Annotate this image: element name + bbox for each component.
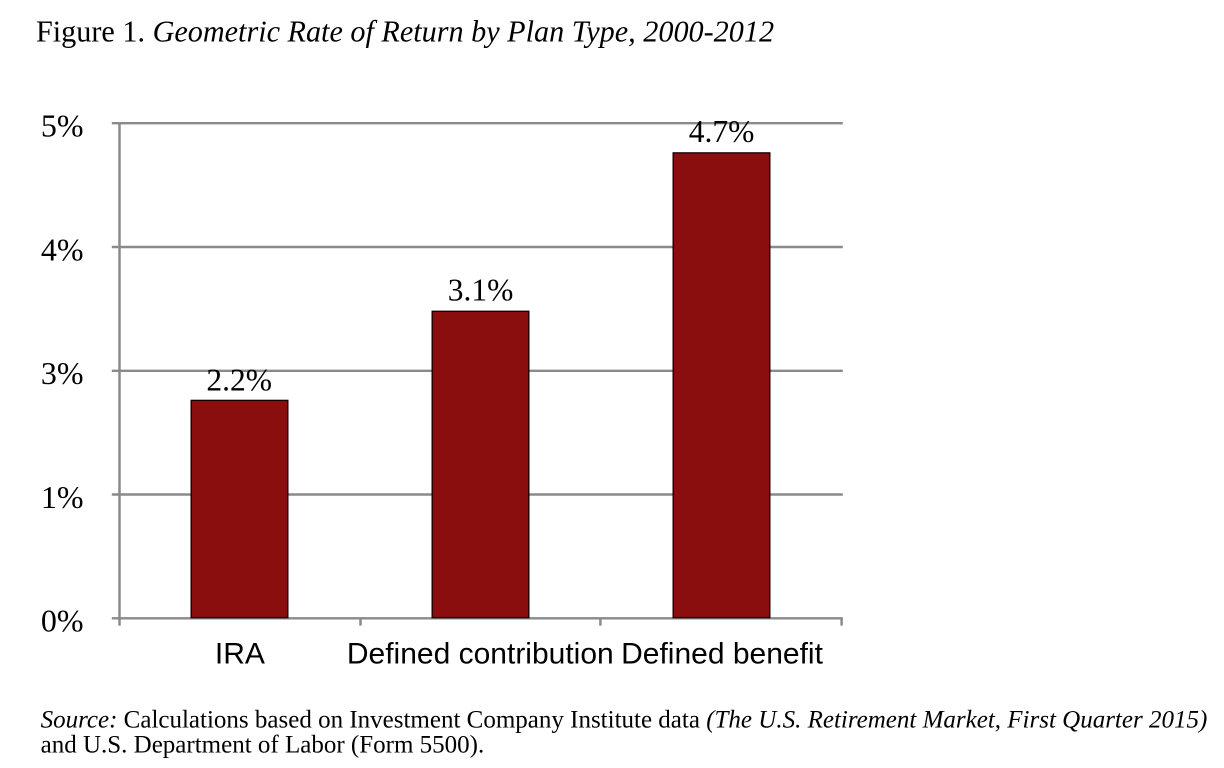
svg-text:1%: 1%: [41, 479, 84, 515]
svg-text:5%: 5%: [41, 108, 84, 144]
svg-text:IRA: IRA: [215, 638, 265, 671]
svg-text:Defined benefit: Defined benefit: [621, 638, 823, 671]
svg-text:Figure 1. Geometric Rate of Re: Figure 1. Geometric Rate of Return by Pl…: [36, 15, 774, 49]
svg-text:Defined contribution: Defined contribution: [347, 638, 614, 671]
svg-text:2.2%: 2.2%: [206, 363, 272, 398]
svg-text:4.7%: 4.7%: [689, 114, 755, 149]
svg-text:3%: 3%: [41, 355, 84, 391]
svg-text:and U.S. Department of Labor (: and U.S. Department of Labor (Form 5500)…: [41, 732, 485, 759]
svg-text:Source: Calculations based on: Source: Calculations based on Investment…: [41, 706, 1208, 733]
svg-text:4%: 4%: [41, 231, 84, 267]
svg-text:0%: 0%: [41, 603, 84, 639]
svg-text:3.1%: 3.1%: [448, 272, 514, 307]
